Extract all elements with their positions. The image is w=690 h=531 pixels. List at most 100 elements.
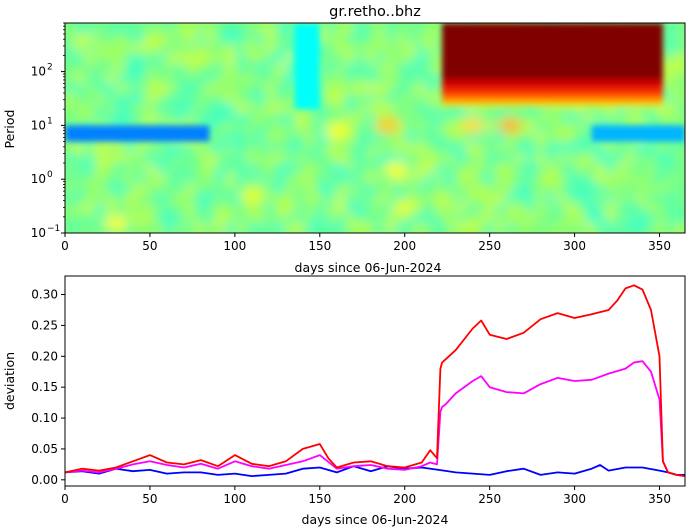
heatmap-cell (185, 43, 196, 54)
heatmap-cell (345, 203, 356, 214)
heatmap-cell (165, 53, 176, 64)
heatmap-cell (165, 63, 176, 74)
heatmap-cell (545, 133, 556, 144)
heatmap-cell (395, 63, 406, 74)
heatmap-cell (525, 183, 536, 194)
heatmap-cell (475, 143, 486, 154)
heatmap-cell (205, 123, 216, 134)
heatmap-cell (305, 223, 316, 233)
heatmap-cell (565, 163, 576, 174)
heatmap-cell (565, 203, 576, 214)
heatmap-cell (465, 213, 476, 224)
heatmap-cell (175, 63, 186, 74)
heatmap-cell (275, 133, 286, 144)
heatmap-cell (125, 33, 136, 44)
heatmap-cell (505, 203, 516, 214)
heatmap-cell (335, 153, 346, 164)
heatmap-cell (365, 93, 376, 104)
heatmap-cell (155, 213, 166, 224)
heatmap-cell (95, 103, 106, 114)
heatmap-cell (435, 113, 446, 124)
heatmap-cell (495, 173, 506, 184)
heatmap-cell (345, 143, 356, 154)
heatmap-cell (365, 213, 376, 224)
heatmap-cell (675, 163, 685, 174)
heatmap-cell (145, 103, 156, 114)
heatmap-cell (75, 143, 86, 154)
heatmap-cell (175, 173, 186, 184)
heatmap-cell (665, 213, 676, 224)
heatmap-cell (645, 173, 656, 184)
heatmap-cell (325, 93, 336, 104)
heatmap-cell (325, 83, 336, 94)
heatmap-cell (95, 73, 106, 84)
heatmap-cell (205, 193, 216, 204)
heatmap-cell (215, 43, 226, 54)
heatmap-cell (355, 183, 366, 194)
heatmap-cell (495, 193, 506, 204)
heatmap-y-tick-exponent: 2 (47, 63, 53, 73)
heatmap-cell (385, 223, 396, 233)
heatmap-cell (125, 53, 136, 64)
heatmap-cell (375, 103, 386, 114)
deviation-x-tick-label: 200 (393, 492, 416, 506)
heatmap-cell (515, 163, 526, 174)
heatmap-cell (255, 73, 266, 84)
heatmap-cell (75, 63, 86, 74)
heatmap-cell (265, 163, 276, 174)
heatmap-cell (335, 43, 346, 54)
deviation-x-tick-label: 50 (142, 492, 157, 506)
heatmap-cell (305, 193, 316, 204)
heatmap-cell (275, 123, 286, 134)
heatmap-cell (505, 133, 516, 144)
heatmap-cell (495, 213, 506, 224)
heatmap-cell (635, 213, 646, 224)
heatmap-cell (295, 123, 306, 134)
heatmap-cell (205, 103, 216, 114)
heatmap-cell (235, 73, 246, 84)
heatmap-cell (95, 33, 106, 44)
heatmap-cell (445, 203, 456, 214)
heatmap-cell (125, 93, 136, 104)
heatmap-cell (265, 103, 276, 114)
heatmap-cell (155, 203, 166, 214)
heatmap-cell (395, 123, 406, 134)
heatmap-cell (405, 183, 416, 194)
heatmap-cell (205, 63, 216, 74)
heatmap-cell (605, 193, 616, 204)
heatmap-cell (305, 203, 316, 214)
heatmap-cell (335, 103, 346, 114)
heatmap-cell (305, 153, 316, 164)
deviation-x-tick-label: 100 (223, 492, 246, 506)
heatmap-cell (125, 113, 136, 124)
heatmap-cell (675, 83, 685, 94)
heatmap-cell (95, 23, 106, 34)
heatmap-cell (75, 153, 86, 164)
heatmap-cell (65, 183, 76, 194)
heatmap-cell (285, 73, 296, 84)
heatmap-cell (145, 113, 156, 124)
heatmap-cell (435, 53, 446, 64)
heatmap-cell (225, 23, 236, 34)
heatmap-cell (215, 203, 226, 214)
heatmap-cell (435, 163, 446, 174)
heatmap-cell (135, 143, 146, 154)
heatmap-cell (345, 123, 356, 134)
heatmap-cell (145, 53, 156, 64)
heatmap-cell (145, 83, 156, 94)
heatmap-cell (135, 193, 146, 204)
heatmap-cell (125, 193, 136, 204)
heatmap-cell (665, 63, 676, 74)
heatmap-cell (165, 23, 176, 34)
heatmap-cell (115, 23, 126, 34)
heatmap-cell (145, 33, 156, 44)
heatmap-cell (425, 193, 436, 204)
heatmap-cell (635, 143, 646, 154)
heatmap-cell (365, 223, 376, 233)
heatmap-cell (485, 223, 496, 233)
heatmap-cell (405, 113, 416, 124)
heatmap-cell (435, 33, 446, 44)
heatmap-cell (95, 203, 106, 214)
heatmap-cell (645, 213, 656, 224)
heatmap-cell (505, 213, 516, 224)
